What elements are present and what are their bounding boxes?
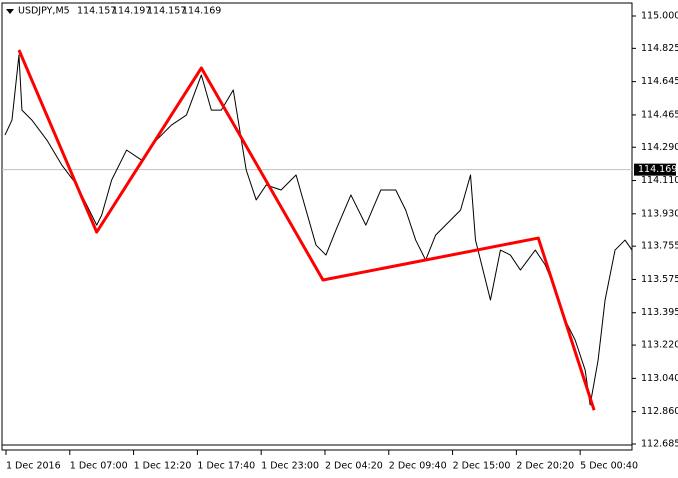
y-tick-label: 114.825 [641, 43, 678, 54]
x-tick-label: 1 Dec 17:40 [197, 461, 255, 472]
y-tick-label: 113.575 [641, 274, 678, 285]
x-tick-label: 2 Dec 04:20 [325, 461, 383, 472]
plot-frame [1, 2, 633, 451]
x-tick-label: 5 Dec 00:40 [580, 461, 638, 472]
x-tick-label: 1 Dec 23:00 [261, 461, 319, 472]
x-tick-label: 2 Dec 20:20 [516, 461, 574, 472]
x-tick-label: 1 Dec 2016 [6, 461, 61, 472]
y-tick-label: 114.645 [641, 76, 678, 87]
ohlc-close: 114.169 [182, 6, 221, 17]
y-tick-label: 112.860 [641, 406, 678, 417]
ohlc-open: 114.157 [77, 6, 116, 17]
y-tick-label: 113.755 [641, 241, 678, 252]
y-tick-label: 114.110 [641, 175, 678, 186]
y-tick-label: 113.930 [641, 208, 678, 219]
y-tick-label: 113.395 [641, 307, 678, 318]
y-tick-label: 114.465 [641, 109, 678, 120]
y-tick-label: 113.040 [641, 373, 678, 384]
y-tick-label: 114.290 [641, 142, 678, 153]
last-price-box [634, 163, 676, 176]
x-tick-label: 2 Dec 09:40 [389, 461, 447, 472]
x-tick-label: 2 Dec 15:00 [453, 461, 511, 472]
y-tick-label: 115.000 [641, 11, 678, 22]
y-tick-label: 112.685 [641, 439, 678, 450]
ohlc-high: 114.197 [112, 6, 151, 17]
menu-triangle[interactable] [6, 9, 14, 14]
x-tick-label: 1 Dec 12:20 [134, 461, 192, 472]
last-price-label: 114.169 [638, 164, 677, 175]
price-line [17, 49, 596, 411]
ohlc-low: 114.157 [147, 6, 186, 17]
symbol: USDJPY,M5 [18, 6, 70, 17]
x-tick-label: 1 Dec 07:00 [70, 461, 128, 472]
y-tick-label: 113.220 [641, 340, 678, 351]
